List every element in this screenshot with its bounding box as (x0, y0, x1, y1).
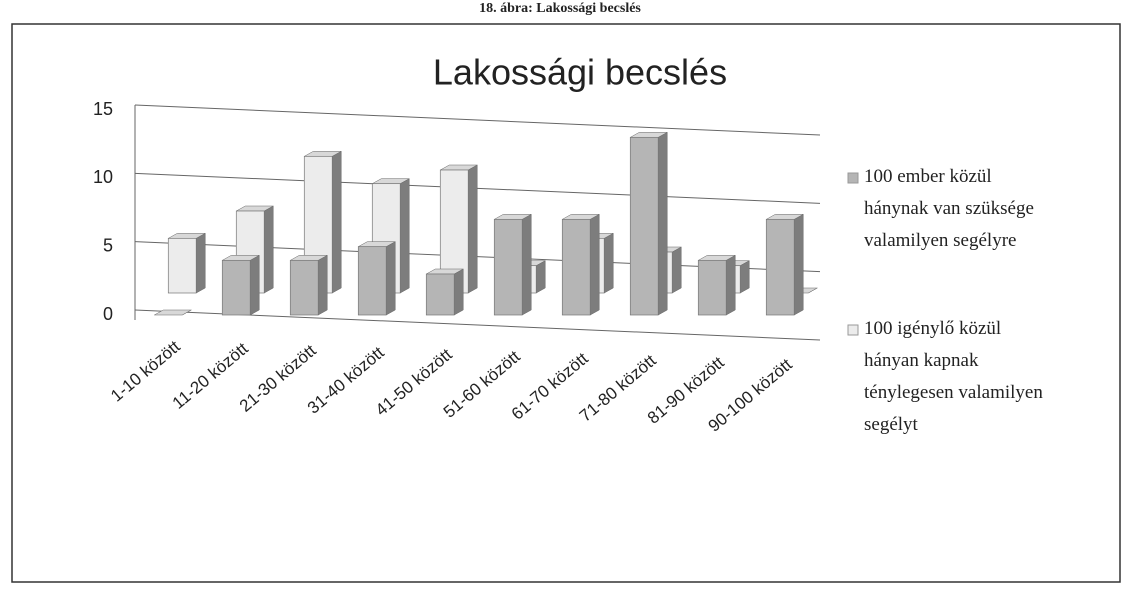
bar (561, 218, 591, 316)
bar-side (657, 131, 668, 316)
y-tick-label: 15 (93, 99, 113, 119)
bar-side (467, 164, 478, 294)
bar-side (521, 213, 532, 316)
bar-side (739, 260, 750, 294)
y-tick-label: 5 (103, 235, 113, 255)
figure-caption: 18. ábra: Lakossági becslés (479, 1, 641, 16)
y-tick-label: 0 (103, 304, 113, 324)
legend-swatch (847, 324, 859, 336)
bar-side (589, 213, 600, 316)
bar (765, 218, 795, 316)
bar-side (453, 268, 464, 316)
bar-side (603, 232, 614, 294)
grid-line (134, 172, 821, 204)
bar-side (331, 150, 342, 294)
bar (697, 259, 727, 316)
bar-side (399, 178, 410, 294)
y-tick-label: 10 (93, 167, 113, 187)
bar (357, 246, 387, 316)
legend-label: 100 ember közül hánynak van szüksége valam… (864, 166, 1034, 251)
bar (289, 259, 319, 316)
chart-frame (11, 23, 1121, 583)
bar-side (263, 205, 274, 294)
bar-side (535, 260, 546, 294)
bar (629, 136, 659, 316)
legend-swatch (847, 172, 859, 184)
chart-title: Lakossági becslés (433, 52, 727, 93)
bar-side (249, 254, 260, 316)
bar (425, 273, 455, 316)
bar-side (195, 232, 206, 294)
grid-line (134, 104, 821, 136)
bar-side (385, 241, 396, 316)
bar-side (725, 254, 736, 316)
legend-label: 100 igénylő közül hányan kapnak ténylegese… (864, 318, 1043, 435)
bar-side (671, 246, 682, 294)
bar-side (317, 254, 328, 316)
bar (493, 218, 523, 316)
bar (221, 259, 251, 316)
bar-top (153, 309, 193, 316)
bar-side (793, 213, 804, 316)
bar (167, 237, 197, 294)
